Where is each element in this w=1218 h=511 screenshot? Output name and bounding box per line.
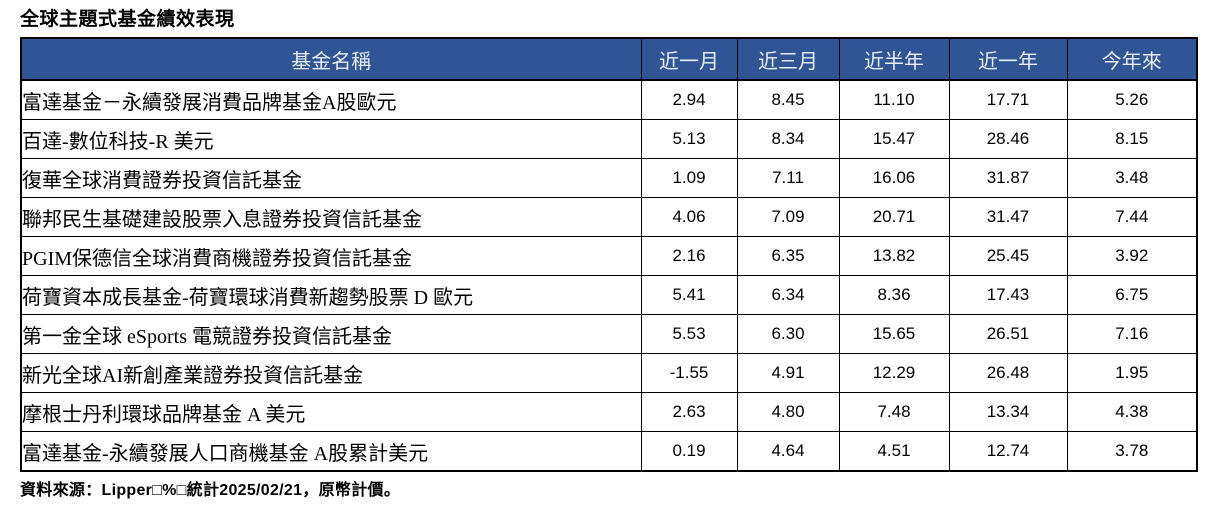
return-6-month-cell: 13.82 — [838, 236, 950, 277]
return-ytd-cell: 3.48 — [1066, 158, 1198, 199]
fund-name-cell: 富達基金-永續發展人口商機基金 A股累計美元 — [20, 431, 642, 472]
return-1-year-cell: 28.46 — [948, 119, 1068, 160]
return-1-year-cell: 26.51 — [948, 314, 1068, 355]
return-6-month-cell: 7.48 — [838, 392, 950, 433]
return-6-month-cell: 15.65 — [838, 314, 950, 355]
return-ytd-cell: 5.26 — [1066, 79, 1198, 121]
return-1-year-cell: 12.74 — [948, 431, 1068, 472]
return-3-month-cell: 6.34 — [736, 275, 840, 316]
table-row: 聯邦民生基礎建設股票入息證券投資信託基金 4.06 7.09 20.71 31.… — [20, 197, 1198, 238]
return-1-year-cell: 31.47 — [948, 197, 1068, 238]
return-3-month-cell: 6.35 — [736, 236, 840, 277]
fund-name-cell: 摩根士丹利環球品牌基金 A 美元 — [20, 392, 642, 433]
return-1-month-cell: 4.06 — [640, 197, 738, 238]
return-1-month-cell: 2.94 — [640, 79, 738, 121]
return-3-month-cell: 4.91 — [736, 353, 840, 394]
table-row: 摩根士丹利環球品牌基金 A 美元 2.63 4.80 7.48 13.34 4.… — [20, 392, 1198, 433]
fund-name-cell: 復華全球消費證券投資信託基金 — [20, 158, 642, 199]
source-note: 資料來源：Lipper□%□統計2025/02/21，原幣計價。 — [20, 482, 401, 500]
return-6-month-cell: 15.47 — [838, 119, 950, 160]
return-ytd-cell: 8.15 — [1066, 119, 1198, 160]
return-1-year-cell: 17.71 — [948, 79, 1068, 121]
return-1-month-cell: 5.53 — [640, 314, 738, 355]
fund-performance-table: 基金名稱 近一月 近三月 近半年 近一年 今年來 富達基金－永續發展消費品牌基金… — [20, 37, 1198, 473]
column-header-1-month: 近一月 — [640, 37, 738, 82]
return-3-month-cell: 7.09 — [736, 197, 840, 238]
return-ytd-cell: 7.16 — [1066, 314, 1198, 355]
table-row: 百達-數位科技-R 美元 5.13 8.34 15.47 28.46 8.15 — [20, 119, 1198, 160]
return-ytd-cell: 1.95 — [1066, 353, 1198, 394]
return-6-month-cell: 4.51 — [838, 431, 950, 472]
column-header-3-month: 近三月 — [736, 37, 840, 82]
return-6-month-cell: 11.10 — [838, 79, 950, 121]
fund-name-cell: PGIM保德信全球消費商機證券投資信託基金 — [20, 236, 642, 277]
table-row: 第一金全球 eSports 電競證券投資信託基金 5.53 6.30 15.65… — [20, 314, 1198, 355]
column-header-6-month: 近半年 — [838, 37, 950, 82]
return-1-year-cell: 17.43 — [948, 275, 1068, 316]
return-6-month-cell: 12.29 — [838, 353, 950, 394]
table-row: 復華全球消費證券投資信託基金 1.09 7.11 16.06 31.87 3.4… — [20, 158, 1198, 199]
return-3-month-cell: 7.11 — [736, 158, 840, 199]
fund-name-cell: 富達基金－永續發展消費品牌基金A股歐元 — [20, 79, 642, 121]
table-row: 富達基金－永續發展消費品牌基金A股歐元 2.94 8.45 11.10 17.7… — [20, 79, 1198, 121]
return-ytd-cell: 7.44 — [1066, 197, 1198, 238]
table-row: PGIM保德信全球消費商機證券投資信託基金 2.16 6.35 13.82 25… — [20, 236, 1198, 277]
column-header-1-year: 近一年 — [948, 37, 1068, 82]
return-ytd-cell: 6.75 — [1066, 275, 1198, 316]
fund-name-cell: 聯邦民生基礎建設股票入息證券投資信託基金 — [20, 197, 642, 238]
return-1-year-cell: 26.48 — [948, 353, 1068, 394]
return-3-month-cell: 8.45 — [736, 79, 840, 121]
table-row: 荷寶資本成長基金-荷寶環球消費新趨勢股票 D 歐元 5.41 6.34 8.36… — [20, 275, 1198, 316]
return-6-month-cell: 16.06 — [838, 158, 950, 199]
return-6-month-cell: 20.71 — [838, 197, 950, 238]
return-1-month-cell: 2.63 — [640, 392, 738, 433]
return-1-month-cell: 2.16 — [640, 236, 738, 277]
return-6-month-cell: 8.36 — [838, 275, 950, 316]
table-row: 新光全球AI新創產業證券投資信託基金 -1.55 4.91 12.29 26.4… — [20, 353, 1198, 394]
return-1-month-cell: 0.19 — [640, 431, 738, 472]
fund-name-cell: 荷寶資本成長基金-荷寶環球消費新趨勢股票 D 歐元 — [20, 275, 642, 316]
table-row: 富達基金-永續發展人口商機基金 A股累計美元 0.19 4.64 4.51 12… — [20, 431, 1198, 472]
return-3-month-cell: 8.34 — [736, 119, 840, 160]
return-1-month-cell: 5.41 — [640, 275, 738, 316]
return-ytd-cell: 3.92 — [1066, 236, 1198, 277]
page-title: 全球主題式基金績效表現 — [20, 9, 235, 30]
column-header-fund-name: 基金名稱 — [20, 37, 642, 82]
return-1-year-cell: 25.45 — [948, 236, 1068, 277]
table-body: 富達基金－永續發展消費品牌基金A股歐元 2.94 8.45 11.10 17.7… — [20, 79, 1198, 472]
return-1-year-cell: 31.87 — [948, 158, 1068, 199]
fund-name-cell: 第一金全球 eSports 電競證券投資信託基金 — [20, 314, 642, 355]
fund-name-cell: 百達-數位科技-R 美元 — [20, 119, 642, 160]
return-1-month-cell: -1.55 — [640, 353, 738, 394]
return-1-year-cell: 13.34 — [948, 392, 1068, 433]
table-header-row: 基金名稱 近一月 近三月 近半年 近一年 今年來 — [20, 37, 1198, 82]
return-ytd-cell: 4.38 — [1066, 392, 1198, 433]
return-3-month-cell: 4.80 — [736, 392, 840, 433]
column-header-ytd: 今年來 — [1066, 37, 1198, 82]
return-3-month-cell: 4.64 — [736, 431, 840, 472]
fund-name-cell: 新光全球AI新創產業證券投資信託基金 — [20, 353, 642, 394]
return-ytd-cell: 3.78 — [1066, 431, 1198, 472]
table-header: 基金名稱 近一月 近三月 近半年 近一年 今年來 — [20, 37, 1198, 82]
return-1-month-cell: 1.09 — [640, 158, 738, 199]
return-1-month-cell: 5.13 — [640, 119, 738, 160]
page: 全球主題式基金績效表現 基金名稱 近一月 近三月 近半年 近一年 今年來 富達基… — [20, 9, 1198, 500]
return-3-month-cell: 6.30 — [736, 314, 840, 355]
